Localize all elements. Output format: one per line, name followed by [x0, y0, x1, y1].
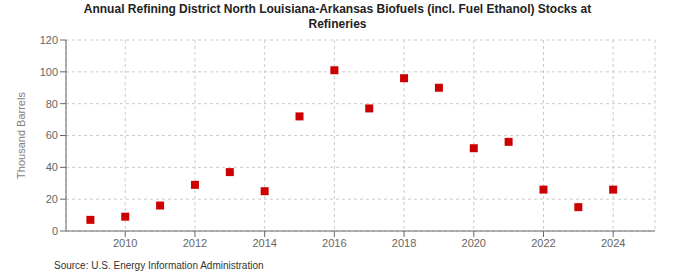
- svg-text:120: 120: [40, 34, 58, 46]
- html-text:Annual Refining District North: Annual Refining District North Louisiana…: [83, 2, 592, 31]
- svg-text:0: 0: [52, 225, 58, 237]
- svg-text:2018: 2018: [392, 237, 416, 249]
- svg-text:2014: 2014: [252, 237, 276, 249]
- svg-text:40: 40: [46, 161, 58, 173]
- svg-text:Thousand Barrels: Thousand Barrels: [15, 92, 27, 179]
- svg-text:2010: 2010: [113, 237, 137, 249]
- svg-text:60: 60: [46, 129, 58, 141]
- svg-text:80: 80: [46, 98, 58, 110]
- svg-text:2016: 2016: [322, 237, 346, 249]
- svg-text:100: 100: [40, 66, 58, 78]
- svg-text:2012: 2012: [183, 237, 207, 249]
- svg-text:2022: 2022: [531, 237, 555, 249]
- svg-text:20: 20: [46, 193, 58, 205]
- svg-text:2020: 2020: [462, 237, 486, 249]
- html-text:Source: U.S. Energy Informatio: Source: U.S. Energy Information Administ…: [54, 260, 264, 271]
- svg-text:2024: 2024: [601, 237, 625, 249]
